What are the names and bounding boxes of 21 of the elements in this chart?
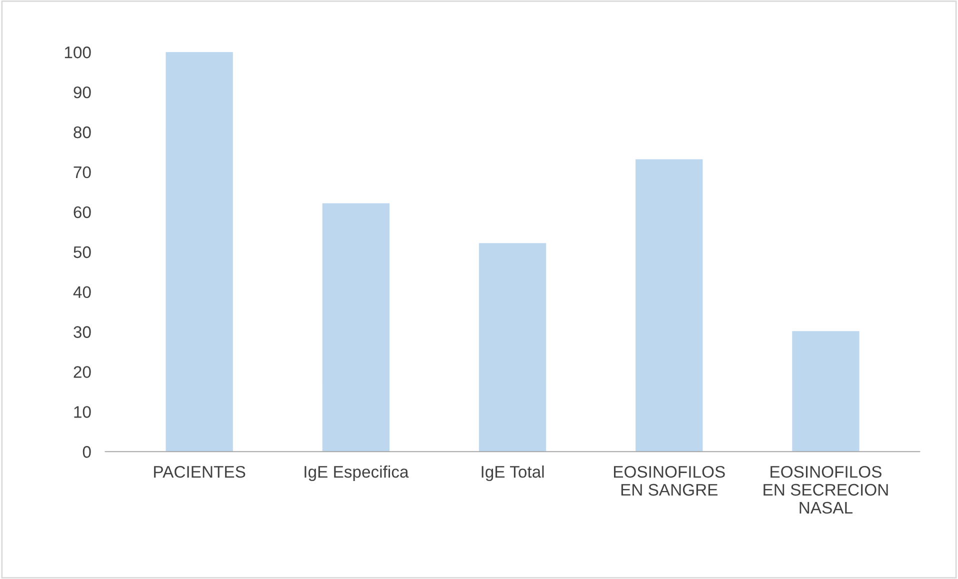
y-tick-label: 100 xyxy=(64,46,91,58)
y-tick-label: 40 xyxy=(73,286,91,298)
y-tick-label: 50 xyxy=(74,246,91,258)
y-tick-label: 10 xyxy=(74,406,91,418)
x-tick-label: IgE Especifica xyxy=(304,466,409,482)
x-tick-label: EOSINOFILOS EN SANGRE xyxy=(614,466,725,496)
bar xyxy=(322,203,390,452)
bar xyxy=(166,52,233,452)
y-tick-label: 80 xyxy=(74,126,91,138)
y-tick-label: 90 xyxy=(74,86,91,98)
y-tick-label: 60 xyxy=(74,206,91,218)
y-tick-label: 70 xyxy=(74,166,91,178)
bar xyxy=(478,243,546,452)
y-tick-label: 20 xyxy=(74,366,91,378)
x-tick-label: EOSINOFILOS EN SECRECION NASAL xyxy=(764,466,888,514)
bar xyxy=(636,159,703,452)
bar xyxy=(792,331,860,452)
x-tick-label: IgE Total xyxy=(482,466,544,482)
y-tick-label: 30 xyxy=(74,326,91,338)
x-tick-label: PACIENTES xyxy=(154,466,246,478)
y-tick-label: 0 xyxy=(82,446,91,458)
